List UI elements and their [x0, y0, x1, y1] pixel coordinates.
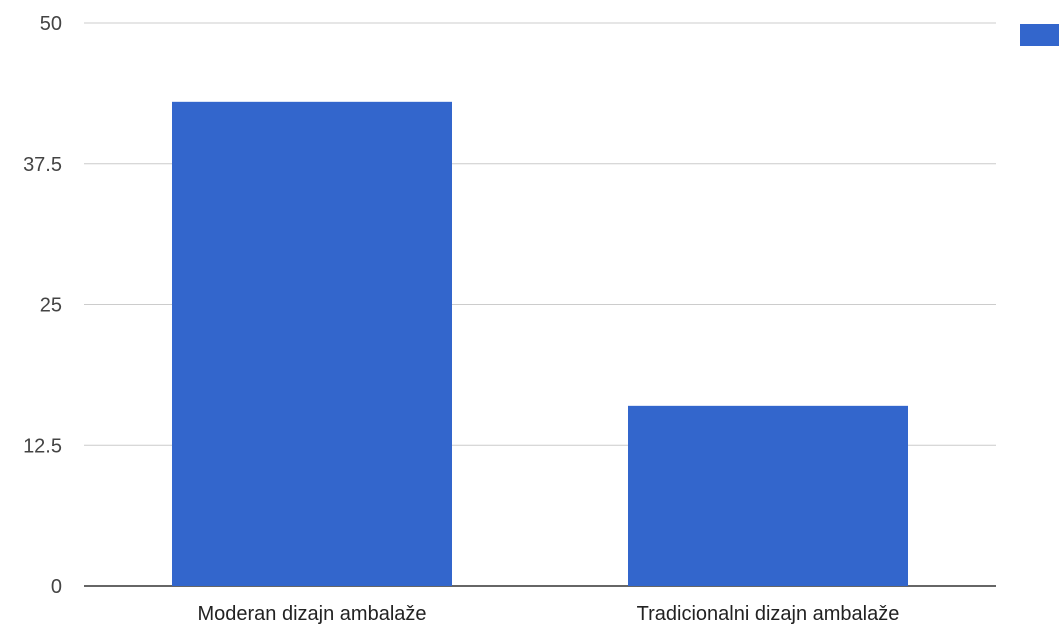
y-tick-label: 0 [51, 576, 62, 598]
x-category-label: Moderan dizajn ambalaže [197, 603, 426, 625]
y-tick-label: 25 [40, 295, 62, 317]
legend-swatch [1020, 24, 1059, 46]
bar [172, 101, 452, 586]
y-tick-label: 12.5 [23, 435, 62, 457]
y-axis-ticks: 0 12.5 25 37.5 50 [23, 13, 62, 598]
legend [1020, 24, 1059, 46]
bar [628, 405, 908, 586]
x-axis-labels: Moderan dizajn ambalaže Tradicionalni diz… [197, 603, 899, 625]
x-category-label: Tradicionalni dizajn ambalaže [637, 603, 900, 625]
y-tick-label: 50 [40, 13, 62, 35]
y-tick-label: 37.5 [23, 154, 62, 176]
bars [172, 101, 908, 586]
